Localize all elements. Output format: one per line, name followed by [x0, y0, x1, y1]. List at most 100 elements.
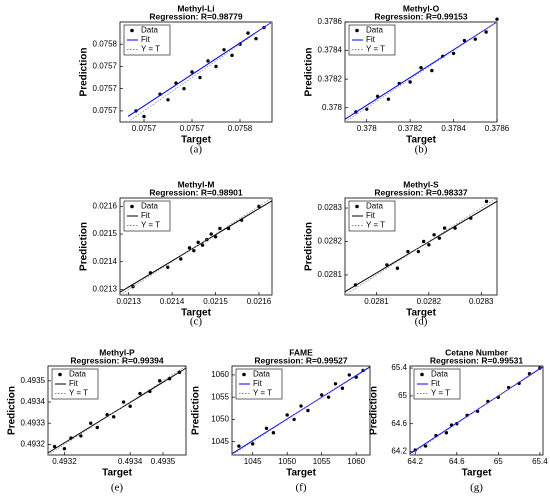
x-axis-label: Target — [181, 308, 211, 319]
data-point — [375, 94, 380, 98]
legend-label: Fit — [141, 35, 151, 44]
data-point — [432, 233, 436, 237]
y-tick-label: 0.0281 — [318, 270, 343, 279]
data-point — [285, 413, 289, 417]
data-point — [495, 17, 499, 21]
caption: (c) — [190, 316, 203, 328]
data-point — [62, 446, 67, 451]
data-point — [442, 226, 447, 230]
chart-title: FAME — [289, 347, 313, 357]
data-point — [95, 425, 99, 430]
x-tick-label: 0.0757 — [180, 124, 205, 133]
data-point — [292, 417, 296, 422]
data-point — [254, 36, 258, 41]
data-point — [230, 53, 234, 58]
data-point — [213, 235, 218, 239]
y-tick-label: 1055 — [211, 392, 229, 401]
x-tick-label: 0.0283 — [469, 297, 494, 306]
data-point — [306, 408, 310, 413]
data-point — [408, 80, 412, 84]
data-point — [386, 97, 391, 101]
x-axis-label: Target — [181, 135, 211, 146]
identity-line — [127, 21, 273, 123]
chart-title: Cetane Number — [445, 347, 509, 357]
y-axis-label: Prediction — [79, 48, 90, 97]
chart-title: Methyl-Li — [177, 3, 214, 13]
data-point — [271, 431, 276, 435]
x-axis-label: Target — [462, 468, 492, 479]
x-axis-label: Target — [286, 468, 316, 479]
legend-label: Fit — [366, 211, 376, 220]
y-tick-label: 0.4933 — [21, 418, 46, 427]
data-point — [89, 421, 93, 425]
y-tick-label: 0.0216 — [93, 201, 118, 210]
data-point — [166, 98, 170, 102]
y-axis-label: Prediction — [79, 222, 90, 271]
chart-subtitle: Regression: R=0.99394 — [70, 355, 164, 365]
data-point — [395, 266, 400, 270]
data-point — [427, 243, 431, 247]
y-tick-label: 0.3786 — [318, 17, 343, 26]
y-tick-label: 0.4932 — [21, 440, 46, 449]
chart-title: Methyl-M — [178, 179, 215, 189]
legend-label: Y = T — [366, 221, 385, 230]
x-tick-label: 0.0213 — [116, 297, 141, 306]
data-point — [462, 38, 467, 43]
chart-title: Methyl-S — [403, 179, 439, 189]
x-tick-label: 1045 — [244, 457, 262, 466]
data-point — [214, 64, 218, 69]
chart-subtitle: Regression: R=0.98337 — [374, 187, 468, 197]
legend-symbol — [355, 28, 359, 33]
legend-label: Fit — [141, 211, 151, 220]
legend-label: Y = T — [253, 389, 272, 398]
legend-label: Data — [431, 370, 448, 379]
data-point — [419, 66, 423, 70]
x-tick-label: 0.0758 — [228, 124, 253, 133]
data-point — [251, 442, 255, 446]
chart-subtitle: Regression: R=0.98779 — [149, 11, 243, 21]
fit-line — [127, 21, 273, 117]
y-tick-label: 1050 — [211, 415, 229, 424]
caption: (b) — [415, 144, 428, 156]
data-point — [437, 236, 442, 240]
data-point — [190, 70, 194, 74]
legend-label: Y = T — [366, 45, 385, 54]
fit-line — [344, 21, 498, 120]
x-tick-label: 0.4934 — [118, 457, 143, 466]
data-point — [222, 48, 226, 52]
data-point — [347, 373, 351, 377]
x-tick-label: 0.0757 — [132, 124, 157, 133]
data-point — [484, 30, 488, 34]
legend-symbol — [420, 372, 424, 377]
identity-line — [231, 365, 371, 456]
data-point — [444, 431, 449, 435]
chart-subtitle: Regression: R=0.98901 — [149, 187, 243, 197]
data-point — [179, 257, 183, 261]
x-tick-label: 1050 — [278, 457, 296, 466]
legend-symbol — [130, 28, 134, 33]
x-axis-label: Target — [406, 308, 436, 319]
caption: (f) — [296, 482, 307, 494]
data-point — [264, 426, 269, 430]
data-point — [187, 246, 192, 250]
chart-title: Methyl-O — [403, 3, 440, 13]
legend-label: Y = T — [141, 221, 160, 230]
y-tick-label: 65.4 — [391, 363, 407, 372]
identity-line — [47, 365, 187, 456]
legend-label: Fit — [431, 379, 441, 388]
data-point — [166, 265, 170, 269]
chart-subtitle: Regression: R=0.99531 — [430, 355, 524, 365]
legend-label: Data — [69, 370, 86, 379]
y-tick-label: 0.3782 — [318, 74, 343, 83]
legend-symbol — [242, 372, 246, 377]
data-point — [142, 114, 146, 119]
x-axis-label: Target — [102, 468, 132, 479]
chart-subtitle: Regression: R=0.99153 — [374, 11, 468, 21]
data-point — [128, 404, 132, 408]
data-point — [423, 444, 428, 448]
legend-label: Y = T — [141, 45, 160, 54]
caption: (d) — [415, 316, 428, 328]
y-tick-label: 0.0215 — [93, 229, 118, 238]
y-tick-label: 64.2 — [391, 447, 407, 456]
